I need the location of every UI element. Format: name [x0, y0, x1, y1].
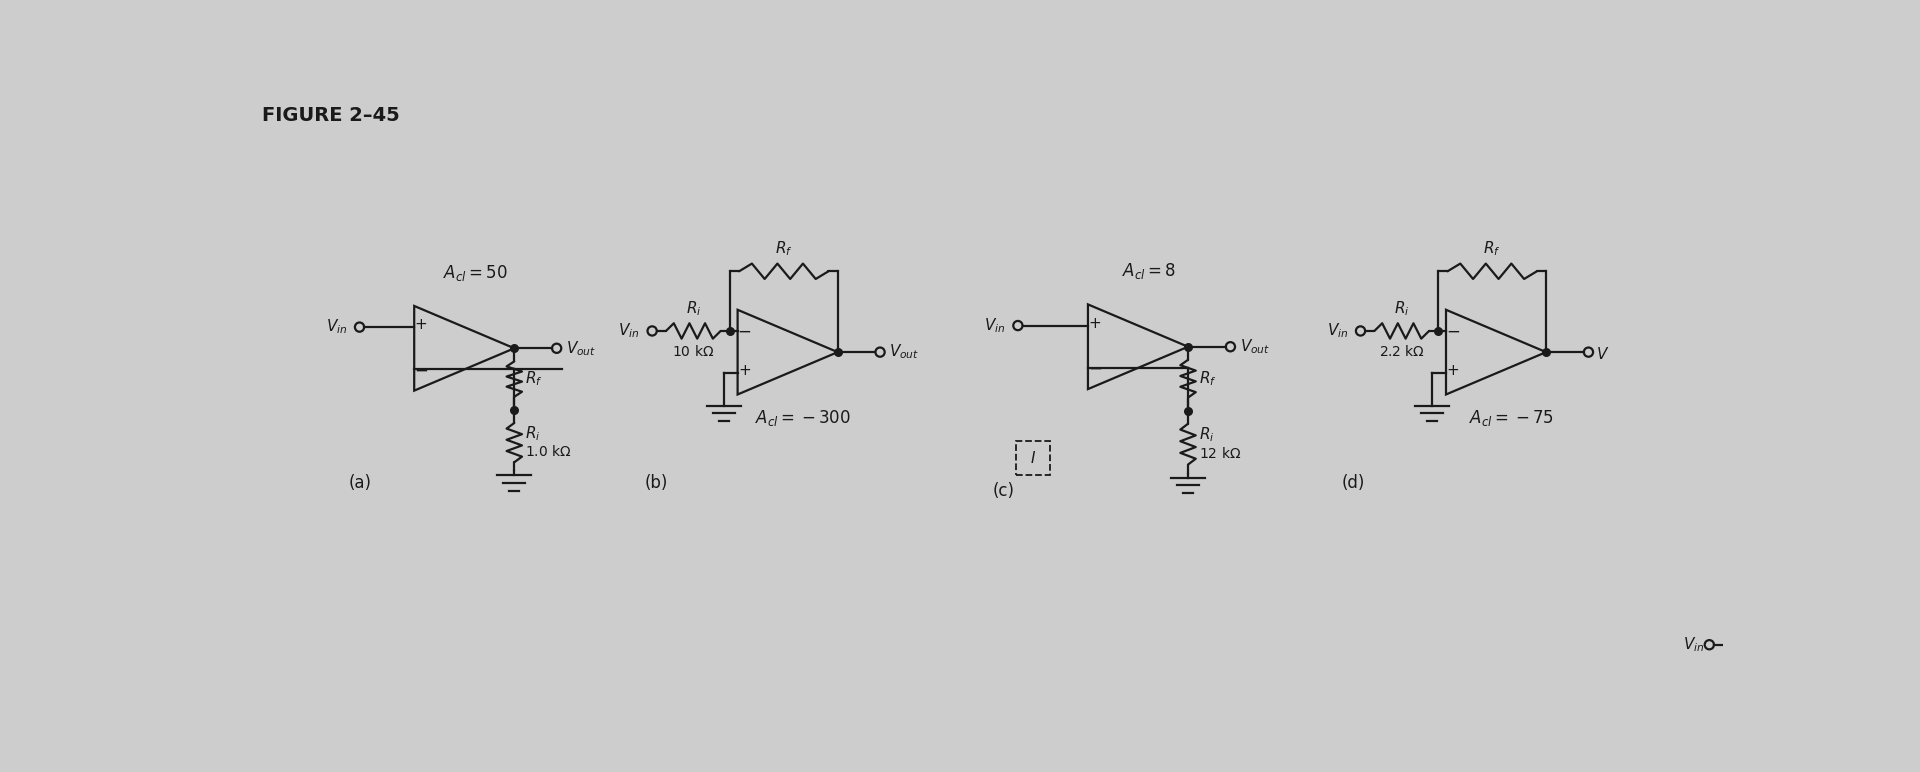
- Text: $R_f$: $R_f$: [524, 370, 543, 388]
- Text: $V_{out}$: $V_{out}$: [1240, 337, 1269, 356]
- Point: [499, 342, 530, 354]
- Text: $V_{in}$: $V_{in}$: [985, 317, 1006, 335]
- Text: +: +: [1089, 316, 1102, 330]
- Text: $V_{out}$: $V_{out}$: [566, 339, 595, 357]
- Text: I: I: [1031, 451, 1035, 466]
- Text: (c): (c): [993, 482, 1014, 499]
- Text: $V_{in}$: $V_{in}$: [618, 322, 639, 340]
- Text: $R_f$: $R_f$: [1198, 369, 1217, 388]
- Text: $A_{cl} = 50$: $A_{cl} = 50$: [444, 262, 509, 283]
- Text: +: +: [415, 317, 428, 332]
- Text: 2.2 k$\Omega$: 2.2 k$\Omega$: [1379, 344, 1425, 359]
- Text: $R_i$: $R_i$: [524, 424, 541, 442]
- Text: $A_{cl} = 8$: $A_{cl} = 8$: [1123, 261, 1177, 281]
- Text: $R_i$: $R_i$: [1198, 425, 1213, 444]
- Text: (d): (d): [1342, 474, 1365, 492]
- Text: $V_{in}$: $V_{in}$: [1327, 322, 1348, 340]
- Point: [714, 325, 745, 337]
- Text: +: +: [1446, 364, 1459, 378]
- Text: (a): (a): [349, 474, 372, 492]
- Text: −: −: [1089, 360, 1102, 378]
- Point: [499, 404, 530, 416]
- Text: $A_{cl} = -75$: $A_{cl} = -75$: [1469, 408, 1553, 428]
- Text: −: −: [737, 323, 751, 340]
- Text: $R_f$: $R_f$: [776, 239, 793, 258]
- Text: 1.0 k$\Omega$: 1.0 k$\Omega$: [524, 445, 572, 459]
- Text: FIGURE 2–45: FIGURE 2–45: [261, 107, 399, 125]
- Text: $R_i$: $R_i$: [685, 300, 701, 318]
- Text: $V_{}$: $V_{}$: [1596, 344, 1609, 360]
- Text: $V_{in}$: $V_{in}$: [326, 318, 348, 337]
- Point: [822, 346, 852, 358]
- Point: [1423, 325, 1453, 337]
- Text: $R_f$: $R_f$: [1484, 239, 1501, 258]
- Text: $R_i$: $R_i$: [1394, 300, 1409, 318]
- Text: (b): (b): [645, 474, 668, 492]
- Text: 12 k$\Omega$: 12 k$\Omega$: [1198, 446, 1240, 461]
- Text: +: +: [737, 364, 751, 378]
- Text: $A_{cl} = -300$: $A_{cl} = -300$: [755, 408, 851, 428]
- Text: 10 k$\Omega$: 10 k$\Omega$: [672, 344, 714, 359]
- Text: −: −: [415, 361, 428, 379]
- Text: $V_{out}$: $V_{out}$: [889, 343, 920, 361]
- Point: [1173, 340, 1204, 353]
- Text: −: −: [1446, 323, 1459, 340]
- Point: [1530, 346, 1561, 358]
- Text: $V_{in}$: $V_{in}$: [1682, 635, 1703, 654]
- Point: [1173, 405, 1204, 417]
